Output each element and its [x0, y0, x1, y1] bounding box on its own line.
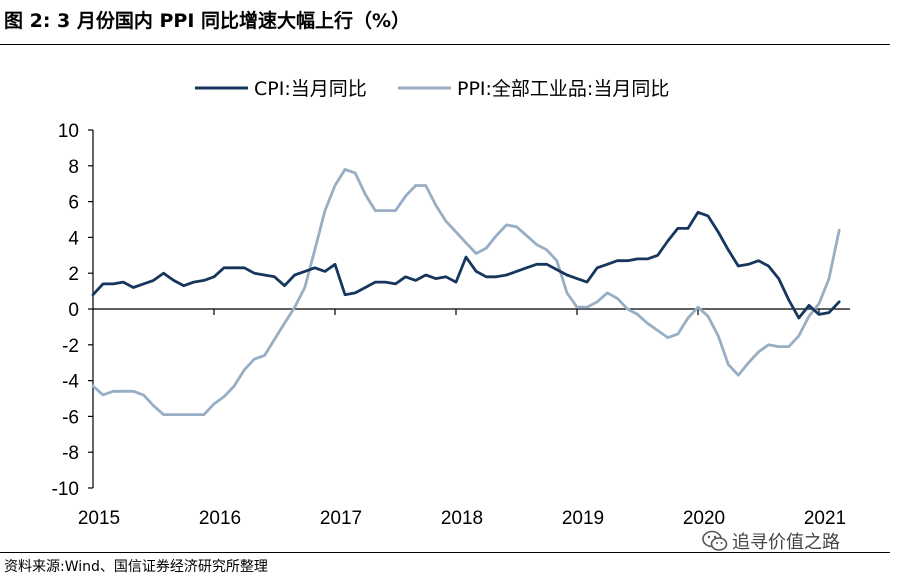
y-tick-label: -10	[52, 479, 79, 500]
y-tick-label: 0	[68, 300, 79, 321]
x-tick-label: 2015	[78, 508, 120, 529]
x-tick-label: 2016	[199, 508, 241, 529]
x-tick-label: 2019	[562, 508, 604, 529]
legend-label: PPI:全部工业品:当月同比	[457, 78, 669, 100]
figure-title: 图 2: 3 月份国内 PPI 同比增速大幅上行（%）	[4, 10, 411, 32]
x-tick-label: 2020	[683, 508, 725, 529]
x-tick-label: 2021	[804, 508, 846, 529]
source-note: 资料来源:Wind、国信证券经济研究所整理	[4, 559, 268, 575]
y-tick-label: 4	[68, 228, 79, 249]
y-tick-label: 2	[68, 264, 79, 285]
y-tick-label: -2	[62, 336, 79, 357]
y-tick-label: -6	[62, 407, 79, 428]
y-tick-label: 10	[58, 121, 79, 142]
cpi-series-line	[91, 210, 841, 320]
y-tick-label: -4	[62, 372, 79, 393]
x-tick-label: 2017	[320, 508, 362, 529]
y-tick-label: 8	[68, 157, 79, 178]
legend-label: CPI:当月同比	[254, 78, 367, 100]
y-tick-label: -8	[62, 443, 79, 464]
axes: 10 8 6 4 2 0 -2 -4 -6 -8 -10 2015 2016 2017 2018 2019 20…	[52, 121, 850, 529]
wechat-icon	[702, 530, 728, 551]
watermark-text: 追寻价值之路	[732, 532, 840, 553]
watermark: 追寻价值之路	[702, 528, 840, 554]
title-divider	[0, 44, 890, 45]
x-tick-label: 2018	[441, 508, 483, 529]
source-divider	[0, 552, 890, 553]
series-lines	[91, 167, 841, 417]
legend: CPI:当月同比 PPI:全部工业品:当月同比	[195, 78, 669, 100]
y-tick-label: 6	[68, 193, 79, 214]
ppi-series-line	[91, 167, 841, 417]
